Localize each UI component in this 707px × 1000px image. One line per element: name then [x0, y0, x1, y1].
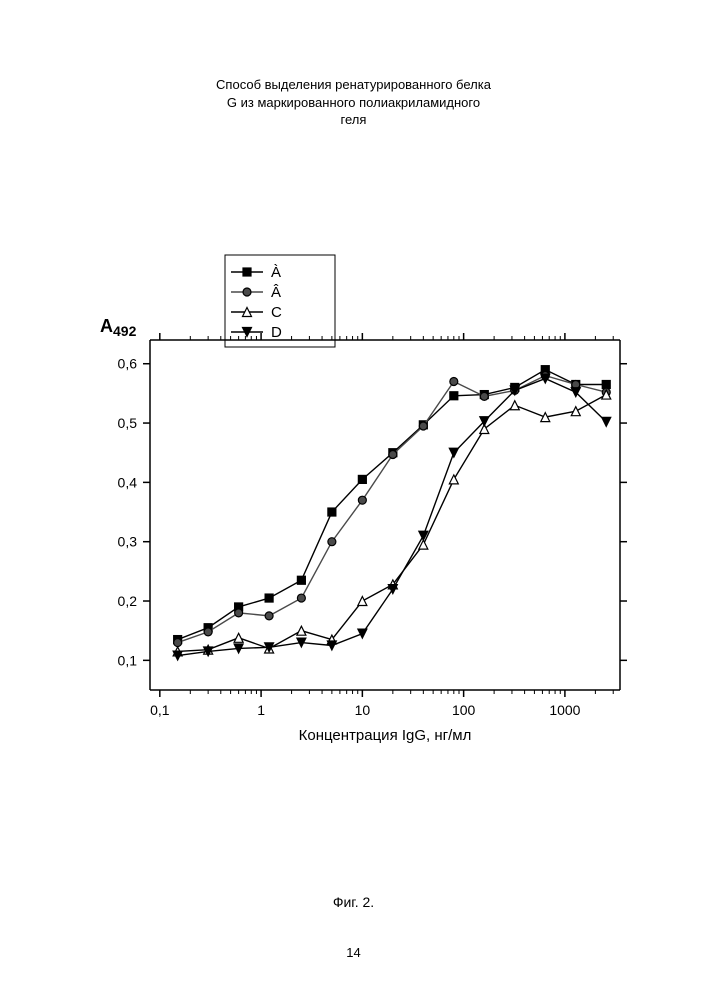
page-root: Способ выделения ренатурированного белка…	[0, 0, 707, 1000]
svg-text:100: 100	[452, 702, 476, 718]
title-line-1: Способ выделения ренатурированного белка	[216, 77, 491, 92]
svg-text:D: D	[271, 324, 282, 341]
svg-text:À: À	[271, 264, 281, 281]
page-title: Способ выделения ренатурированного белка…	[0, 76, 707, 129]
svg-text:10: 10	[355, 702, 371, 718]
svg-text:0,4: 0,4	[118, 474, 138, 490]
svg-text:Â: Â	[271, 284, 281, 301]
chart-container: 0,1 0,2 0,3 0,4 0,5 0,6 A492 0,1 1 10 100 1000 Конце…	[80, 250, 640, 760]
svg-text:0,1: 0,1	[118, 652, 138, 668]
figure-caption: Фиг. 2.	[0, 894, 707, 910]
title-line-3: геля	[341, 112, 367, 127]
svg-text:Концентрация IgG, нг/мл: Концентрация IgG, нг/мл	[299, 727, 472, 744]
chart-svg: 0,1 0,2 0,3 0,4 0,5 0,6 A492 0,1 1 10 100 1000 Конце…	[80, 250, 640, 760]
title-line-2: G из маркированного полиакриламидного	[227, 95, 480, 110]
svg-text:A492: A492	[100, 316, 137, 339]
page-number: 14	[0, 945, 707, 960]
svg-text:0,3: 0,3	[118, 534, 138, 550]
svg-text:1: 1	[257, 702, 265, 718]
svg-text:0,2: 0,2	[118, 593, 138, 609]
svg-text:0,5: 0,5	[118, 415, 138, 431]
svg-text:C: C	[271, 304, 282, 321]
svg-text:0,6: 0,6	[118, 356, 138, 372]
svg-text:1000: 1000	[549, 702, 580, 718]
svg-text:0,1: 0,1	[150, 702, 170, 718]
